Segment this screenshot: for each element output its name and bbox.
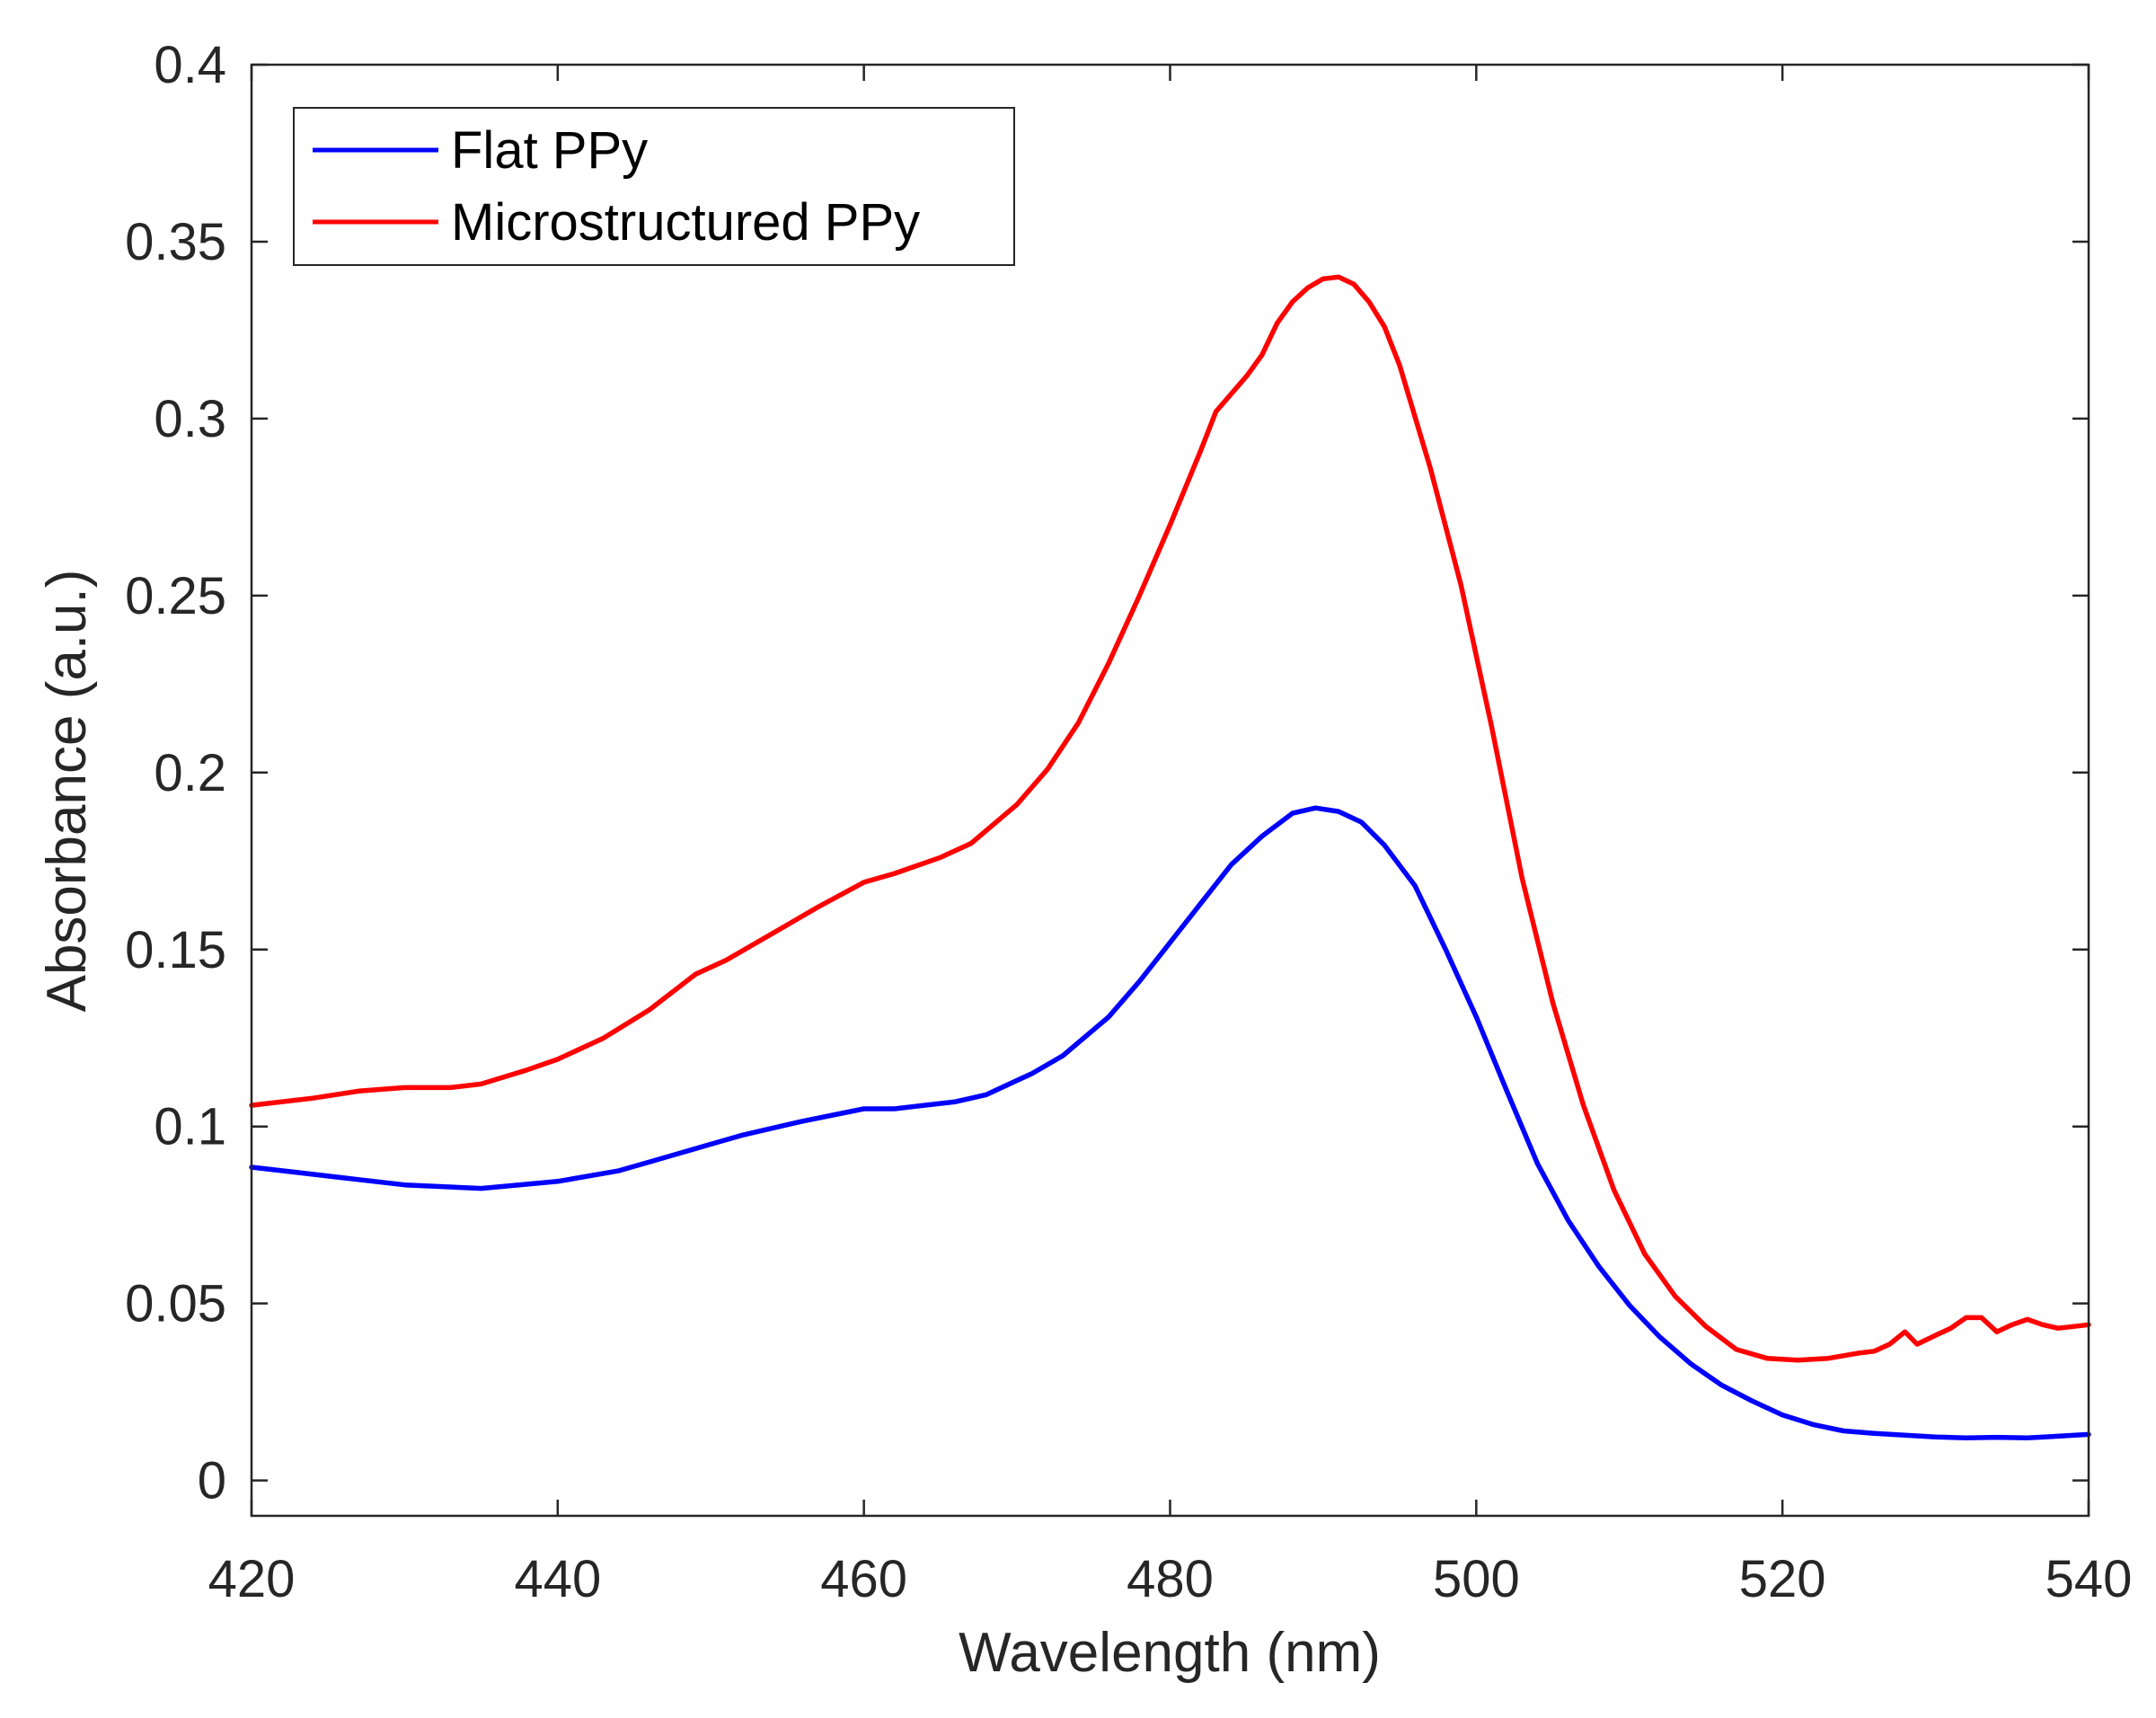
x-tick-label: 540 (2046, 1550, 2133, 1608)
x-axis-title: Wavelength (nm) (959, 1622, 1381, 1684)
legend-label-microstructured-ppy: Microstructured PPy (451, 193, 920, 252)
x-tick-label: 480 (1127, 1550, 1214, 1608)
x-tick-label: 440 (514, 1550, 601, 1608)
legend: Flat PPy Microstructured PPy (293, 107, 1015, 266)
y-tick-label: 0.05 (125, 1275, 226, 1333)
y-axis-title: Absorbance (a.u.) (36, 570, 98, 1013)
legend-box (293, 107, 1015, 266)
series-line-flat-ppy (249, 805, 2091, 1441)
y-tick-label: 0.3 (154, 390, 226, 448)
y-tick-label: 0.35 (125, 213, 226, 271)
y-tick-label: 0.4 (154, 36, 226, 94)
y-tick-label: 0.15 (125, 921, 226, 979)
y-tick-label: 0 (198, 1452, 226, 1510)
x-tick-label: 460 (820, 1550, 907, 1608)
series-line-microstructured-ppy (249, 274, 2091, 1363)
y-tick-label: 0.2 (154, 744, 226, 802)
y-tick-label: 0.25 (125, 567, 226, 625)
axis-ticks: 420 440 460 480 500 520 540 0 0.05 0.1 0.15 0.2 0.25… (125, 36, 2132, 1608)
x-tick-label: 420 (208, 1550, 296, 1608)
x-tick-label: 520 (1739, 1550, 1826, 1608)
y-tick-label: 0.1 (154, 1098, 226, 1156)
legend-label-flat-ppy: Flat PPy (451, 121, 648, 180)
x-tick-label: 500 (1433, 1550, 1520, 1608)
plot-area (249, 274, 2091, 1441)
